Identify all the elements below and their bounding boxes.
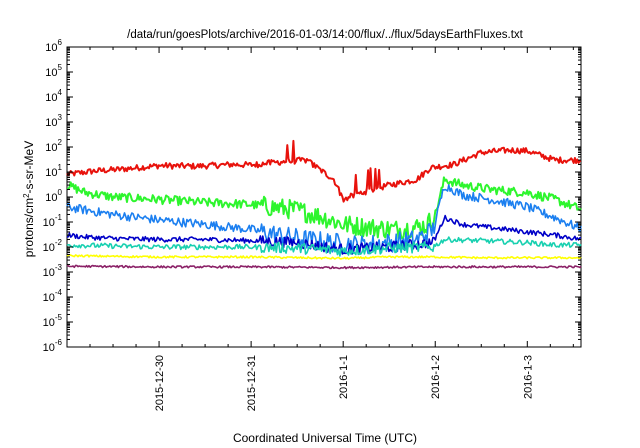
y-tick-label: 100: [45, 188, 62, 204]
series-layer: [66, 139, 582, 270]
series-line-7: [66, 264, 582, 270]
y-tick-label: 105: [45, 63, 62, 79]
y-axis-label: protons/cm2-s-sr-MeV: [22, 141, 37, 257]
x-tick-label: 2015-12-31: [246, 355, 258, 411]
x-tick-label: 2016-1-3: [522, 355, 534, 399]
axis-layer: 106 105 104 103 102 101 100 10-1 10-2 10-3 10-4 10-…: [43, 38, 581, 411]
series-line-2: [66, 176, 582, 240]
y-tick-label: 10-1: [43, 213, 63, 229]
y-tick-label: 10-3: [43, 263, 63, 279]
x-tick-label: 2016-1-1: [338, 355, 350, 399]
y-tick-label: 102: [45, 138, 62, 154]
y-tick-label: 101: [45, 163, 62, 179]
y-tick-label: 10-5: [43, 313, 63, 329]
x-tick-label: 2015-12-30: [154, 355, 166, 411]
series-line-6: [66, 254, 582, 260]
y-tick-label: 103: [45, 113, 62, 129]
series-line-4: [66, 214, 582, 255]
series-line-3: [66, 184, 582, 256]
y-tick-label: 10-6: [43, 338, 63, 354]
y-tick-label: 104: [45, 88, 62, 104]
x-axis-label: Coordinated Universal Time (UTC): [233, 431, 417, 445]
x-tick-label: 2016-1-2: [430, 355, 442, 399]
series-line-5: [66, 236, 582, 257]
chart-title: /data/run/goesPlots/archive/2016-01-03/1…: [127, 29, 523, 41]
y-tick-label: 10-4: [43, 288, 63, 304]
y-tick-label: 10-2: [43, 238, 63, 254]
y-tick-label: 106: [45, 38, 62, 54]
series-line-1: [66, 139, 582, 203]
